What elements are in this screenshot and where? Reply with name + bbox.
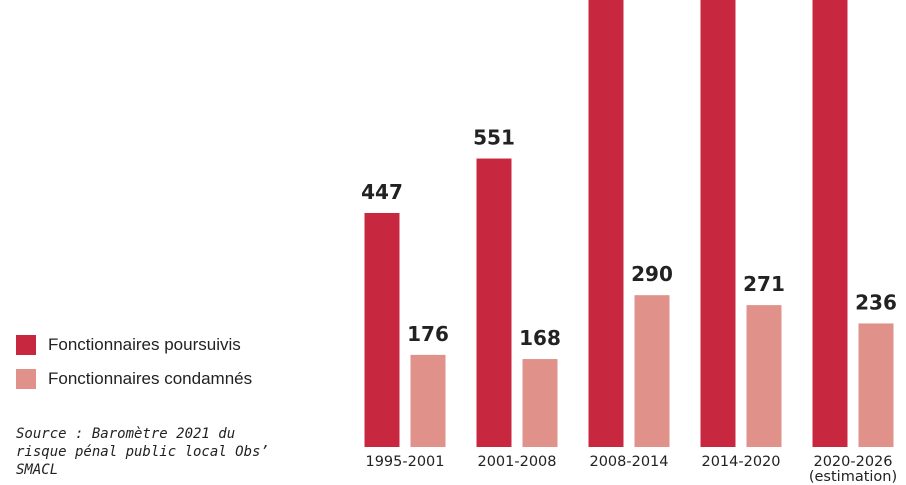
- legend-swatch: [16, 369, 36, 389]
- bar: [364, 212, 400, 447]
- data-label: 447: [361, 180, 403, 204]
- data-label: 236: [855, 290, 897, 314]
- source-note: Source : Baromètre 2021 du risque pénal …: [16, 426, 269, 478]
- data-label: 176: [407, 322, 449, 346]
- bar: [700, 0, 736, 447]
- x-tick-label: 2001-2008: [477, 454, 557, 470]
- legend-item: Fonctionnaires poursuivis: [16, 335, 241, 355]
- x-tick-label: 1995-2001: [365, 454, 445, 470]
- x-tick-label: 2014-2020: [701, 454, 781, 470]
- bar: [522, 359, 558, 447]
- bar: [588, 0, 624, 448]
- bar: [476, 158, 512, 448]
- x-tick-label: 2020-2026 (estimation): [808, 454, 898, 485]
- bar: [858, 323, 894, 447]
- bar: [634, 295, 670, 447]
- legend-swatch: [16, 335, 36, 355]
- legend-label: Fonctionnaires condamnés: [48, 369, 253, 388]
- legend-label: Fonctionnaires poursuivis: [48, 335, 241, 354]
- data-label: 271: [743, 272, 785, 296]
- data-label: 168: [519, 326, 561, 350]
- bar: [746, 305, 782, 447]
- data-label: 551: [473, 126, 515, 150]
- bar: [410, 354, 446, 447]
- data-label: 290: [631, 262, 673, 286]
- legend-item: Fonctionnaires condamnés: [16, 369, 252, 389]
- x-tick-label: 2008-2014: [589, 454, 669, 470]
- bar: [812, 0, 848, 448]
